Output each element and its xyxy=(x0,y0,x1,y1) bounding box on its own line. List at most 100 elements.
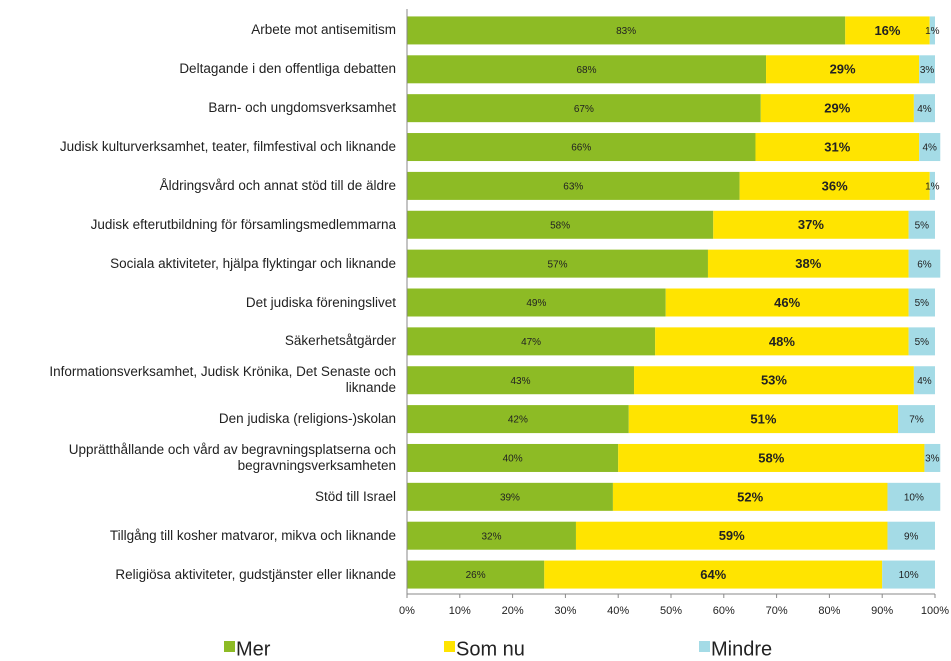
legend-swatch xyxy=(699,641,710,652)
data-label: 5% xyxy=(915,298,930,309)
x-tick-label: 50% xyxy=(660,605,682,617)
data-label: 26% xyxy=(466,570,486,581)
category-label-box: Religiösa aktiviteter, gudstjänster elle… xyxy=(115,566,396,582)
bar-segment xyxy=(845,16,930,45)
bar-segment xyxy=(913,366,935,395)
data-label: 58% xyxy=(758,450,784,465)
bar-segment xyxy=(929,171,935,200)
category-label-box: Upprätthållande och vård av begravningsp… xyxy=(69,442,396,473)
category-label-box: Judisk kulturverksamhet, teater, filmfes… xyxy=(59,139,396,155)
bar-segment xyxy=(919,133,941,162)
y-tick-label: Åldringsvård och annat stöd till de äldr… xyxy=(159,177,396,193)
data-label: 3% xyxy=(920,65,935,76)
bar-segment xyxy=(913,94,935,123)
category-label-box: Säkerhetsåtgärder xyxy=(285,333,396,348)
bar-segment xyxy=(919,55,935,84)
bar-segment xyxy=(407,443,619,472)
data-label: 47% xyxy=(521,337,541,348)
data-label: 9% xyxy=(904,531,919,542)
bar-segment xyxy=(612,482,888,511)
bar-segment xyxy=(882,560,935,589)
y-tick-label: Stöd till Israel xyxy=(314,488,396,504)
bar-segment xyxy=(407,288,666,317)
y-tick-label: Deltagande i den offentliga debatten xyxy=(179,61,396,77)
category-label-box: Arbete mot antisemitism xyxy=(251,22,396,37)
data-label: 4% xyxy=(922,143,937,154)
data-label: 10% xyxy=(899,570,919,581)
bar-segment xyxy=(407,210,714,239)
bar-segment xyxy=(908,210,935,239)
bar-segment xyxy=(898,405,935,434)
data-label: 1% xyxy=(925,26,940,37)
data-label: 32% xyxy=(481,531,501,542)
bar-segment xyxy=(628,405,899,434)
category-label-box: Deltagande i den offentliga debatten xyxy=(179,61,396,77)
data-label: 49% xyxy=(526,298,546,309)
bar-segment xyxy=(665,288,909,317)
bar-segment xyxy=(407,94,761,123)
data-label: 29% xyxy=(830,62,856,77)
data-label: 48% xyxy=(769,334,795,349)
category-label-box: Tillgång till kosher matvaror, mikva och… xyxy=(109,527,396,543)
legend-swatch xyxy=(224,641,235,652)
bar-segment xyxy=(908,249,941,278)
data-label: 10% xyxy=(904,492,924,503)
data-label: 16% xyxy=(874,23,900,38)
data-label: 66% xyxy=(571,143,591,154)
data-label: 68% xyxy=(577,65,597,76)
bar-segment xyxy=(618,443,925,472)
data-label: 40% xyxy=(503,454,523,465)
data-label: 3% xyxy=(925,454,940,465)
y-tick-label: Judisk efterutbildning för församlingsme… xyxy=(90,216,396,232)
data-label: 1% xyxy=(925,182,940,193)
category-label-box: Det judiska föreningslivet xyxy=(245,294,396,310)
data-label: 36% xyxy=(822,178,848,193)
bar-segment xyxy=(755,133,920,162)
data-label: 43% xyxy=(511,376,531,387)
bar-segment xyxy=(407,249,708,278)
bar-segment xyxy=(908,327,935,356)
category-label-box: Stöd till Israel xyxy=(314,488,396,504)
y-tick-label: Religiösa aktiviteter, gudstjänster elle… xyxy=(115,566,396,582)
data-label: 57% xyxy=(547,259,567,270)
bar-segment xyxy=(760,94,914,123)
bar-segment xyxy=(707,249,909,278)
category-label-box: Sociala aktiviteter, hjälpa flyktingar o… xyxy=(110,256,396,271)
y-tick-label: Judisk kulturverksamhet, teater, filmfes… xyxy=(59,139,396,155)
y-tick-label: Informationsverksamhet, Judisk Krönika, … xyxy=(49,364,396,396)
bar-segment xyxy=(407,482,613,511)
y-tick-label: Tillgång till kosher matvaror, mikva och… xyxy=(109,527,396,543)
x-tick-label: 30% xyxy=(554,605,576,617)
bar-segment xyxy=(407,405,629,434)
category-label-box: Judisk efterutbildning för församlingsme… xyxy=(90,216,396,232)
bar-segment xyxy=(655,327,909,356)
data-label: 37% xyxy=(798,217,824,232)
x-tick-label: 80% xyxy=(818,605,840,617)
category-label-box: Informationsverksamhet, Judisk Krönika, … xyxy=(49,364,396,396)
legend-label: Mindre xyxy=(711,638,772,660)
data-label: 63% xyxy=(563,182,583,193)
category-label-box: Åldringsvård och annat stöd till de äldr… xyxy=(159,177,396,193)
x-tick-label: 100% xyxy=(921,605,949,617)
bar-segment xyxy=(908,288,935,317)
data-label: 83% xyxy=(616,26,636,37)
bar-segment xyxy=(407,55,767,84)
data-label: 4% xyxy=(917,104,932,115)
data-label: 31% xyxy=(824,139,850,154)
legend-swatch xyxy=(444,641,455,652)
bar-segment xyxy=(407,521,576,550)
bar-segment xyxy=(407,366,635,395)
bar-segment xyxy=(407,327,656,356)
y-tick-label: Den judiska (religions-)skolan xyxy=(218,411,396,427)
data-label: 64% xyxy=(700,567,726,582)
bar-segment xyxy=(407,16,846,45)
data-label: 6% xyxy=(917,259,932,270)
bar-segment xyxy=(713,210,909,239)
category-label-box: Barn- och ungdomsverksamhet xyxy=(208,100,396,115)
bar-segment xyxy=(544,560,883,589)
y-tick-label: Det judiska föreningslivet xyxy=(245,294,396,310)
data-label: 5% xyxy=(915,337,930,348)
data-label: 53% xyxy=(761,373,787,388)
data-label: 58% xyxy=(550,220,570,231)
bar-segment xyxy=(739,171,930,200)
